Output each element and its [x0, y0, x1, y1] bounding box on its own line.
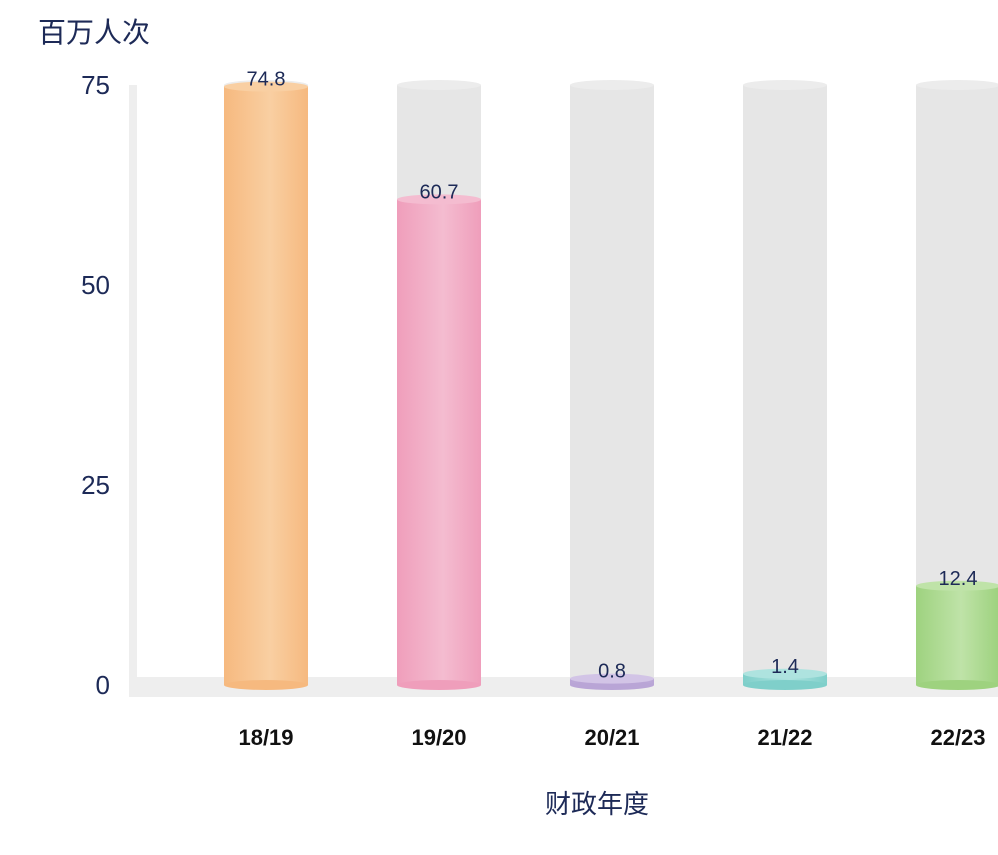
bar-top-cap [397, 194, 481, 205]
data-label: 12.4 [939, 568, 978, 590]
bar-track-cap [916, 80, 998, 90]
x-tick-label: 21/22 [757, 725, 812, 750]
bar-top-cap [916, 580, 998, 591]
bar-base-cap [224, 680, 308, 690]
x-tick-label: 18/19 [238, 725, 293, 750]
data-label: 1.4 [771, 656, 799, 678]
data-label: 0.8 [598, 661, 626, 683]
bar-track-cap [743, 80, 827, 90]
y-tick-label: 25 [81, 470, 110, 500]
x-tick-label: 19/20 [411, 725, 466, 750]
bar-base-cap [743, 680, 827, 690]
axis-layer: 0 25 50 75 [81, 70, 998, 700]
x-tick-label: 22/23 [930, 725, 985, 750]
bars-layer: 74.8 18/19 60.7 19/20 0.8 20/21 1.4 21/22 12.4 22… [224, 69, 998, 750]
bar-base-cap [397, 680, 481, 690]
y-tick-label: 75 [81, 70, 110, 100]
bar-track [570, 85, 654, 685]
bar [224, 86, 308, 686]
bar [397, 199, 481, 685]
bar-track-cap [397, 80, 481, 90]
bar-track [743, 85, 827, 685]
bar-top-cap [570, 673, 654, 684]
y-axis-title: 百万人次 [38, 17, 150, 48]
y-tick-label: 50 [81, 270, 110, 300]
bar [743, 673, 827, 685]
bar [916, 585, 998, 685]
x-tick-label: 20/21 [584, 725, 639, 750]
x-axis-title: 财政年度 [545, 789, 649, 819]
bar-top-cap [743, 668, 827, 679]
bar-base-cap [916, 680, 998, 690]
y-axis-line [129, 85, 137, 697]
bar-top-cap [224, 81, 308, 92]
data-label: 60.7 [420, 181, 459, 203]
y-tick-label: 0 [96, 670, 110, 700]
bar-track-cap [570, 80, 654, 90]
data-label: 74.8 [247, 69, 286, 91]
